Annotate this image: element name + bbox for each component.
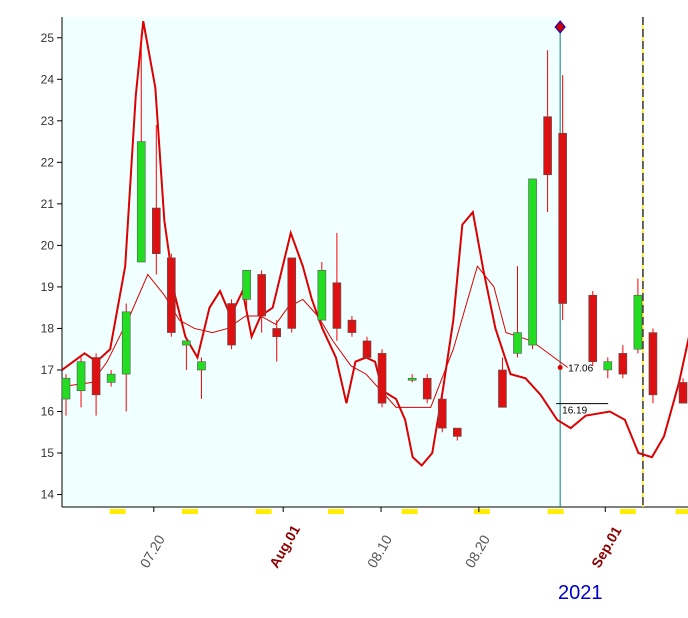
y-tick-label: 16	[41, 404, 55, 418]
weekend-marker	[675, 509, 688, 514]
candle-body	[543, 116, 552, 176]
x-tick-label: 08.10	[364, 532, 395, 571]
y-tick-label: 17	[41, 363, 55, 377]
candle-body	[121, 311, 131, 375]
candle-body	[227, 303, 236, 346]
candle-body	[498, 369, 507, 408]
y-tick-label: 14	[41, 488, 55, 502]
weekend-marker	[109, 509, 126, 514]
ma-endpoint	[557, 364, 563, 370]
weekend-marker	[327, 509, 344, 514]
x-tick-label: Aug.01	[266, 522, 303, 571]
candle-body	[422, 377, 432, 400]
candle-body	[106, 373, 116, 383]
candle-body	[618, 353, 628, 375]
x-tick-label: 07.20	[137, 532, 168, 571]
candle-body	[452, 427, 462, 437]
y-tick-label: 25	[41, 31, 55, 45]
weekend-marker	[255, 509, 272, 514]
candle-body	[152, 207, 161, 254]
candle-body	[588, 294, 598, 362]
x-tick-label: 08.20	[462, 532, 493, 571]
candle-body	[272, 328, 282, 338]
candle-body	[167, 257, 176, 333]
candle-body	[136, 141, 146, 263]
y-tick-label: 23	[41, 114, 55, 128]
candle-body	[513, 332, 522, 354]
candle-body	[648, 332, 658, 396]
cursor-marker	[554, 20, 566, 34]
candle-body	[528, 178, 537, 346]
weekend-marker	[181, 509, 198, 514]
candle-body	[362, 340, 372, 358]
candle-body	[558, 132, 567, 304]
candle-body	[603, 361, 613, 371]
candle-body	[633, 294, 643, 350]
y-tick-label: 21	[41, 197, 55, 211]
x-tick-label: Sep.01	[588, 523, 625, 570]
y-tick-label: 20	[41, 238, 55, 252]
candle-body	[197, 361, 206, 371]
weekend-marker	[619, 509, 636, 514]
candle-body	[437, 398, 447, 429]
candle-body	[287, 257, 297, 329]
y-tick-label: 18	[41, 321, 55, 335]
candle-body	[242, 270, 251, 300]
candle-body	[317, 270, 327, 321]
future-area	[560, 17, 688, 507]
y-tick-label: 24	[41, 72, 55, 86]
candle-body	[91, 357, 101, 396]
weekend-marker	[547, 509, 564, 514]
candle-body	[61, 377, 71, 400]
candle-body	[678, 382, 688, 404]
candle-body	[182, 340, 191, 346]
candle-body	[332, 282, 342, 329]
weekend-marker	[473, 509, 490, 514]
close-value-label: 16.19	[562, 406, 587, 417]
weekend-marker	[401, 509, 418, 514]
y-tick-label: 22	[41, 155, 55, 169]
y-tick-label: 19	[41, 280, 55, 294]
candle-body	[377, 353, 387, 404]
candle-body	[347, 319, 357, 333]
candle-body	[257, 274, 266, 317]
year-label: 2021	[558, 582, 603, 604]
candle-body	[76, 361, 86, 392]
candle-body	[407, 377, 417, 381]
ma-value-label: 17.06	[568, 363, 593, 374]
y-tick-label: 15	[41, 446, 55, 460]
